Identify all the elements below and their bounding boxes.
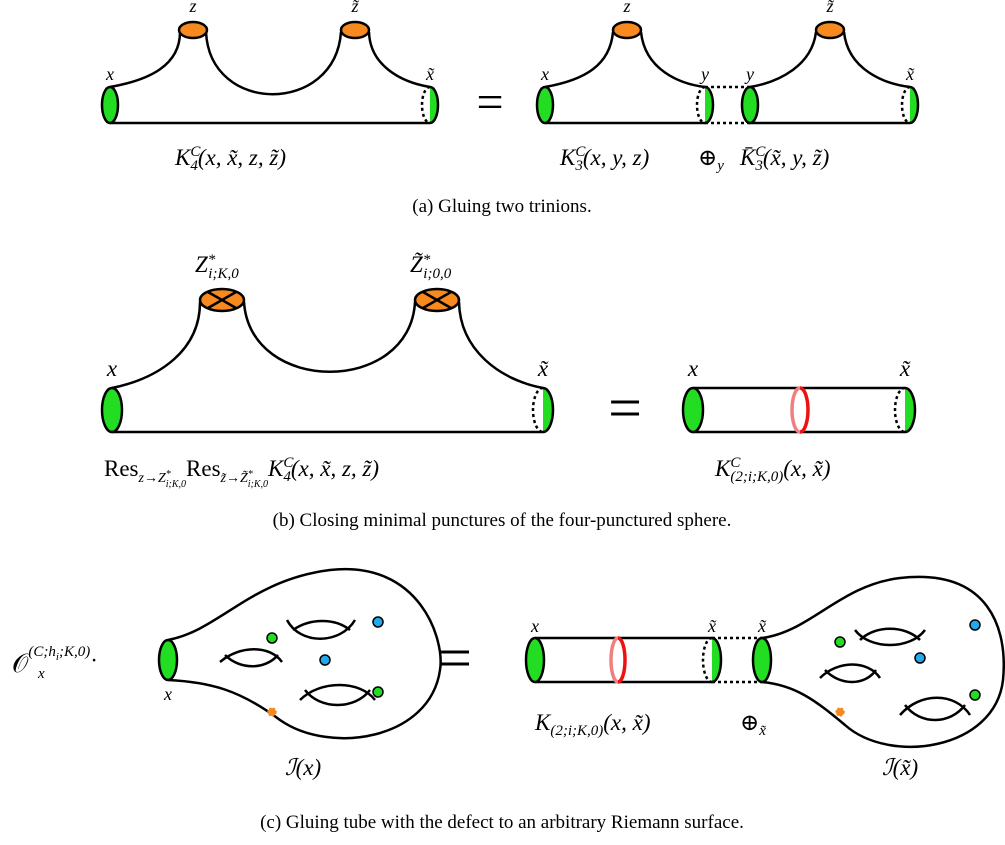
label: x: [687, 356, 699, 381]
sub: i;0,0: [423, 266, 451, 282]
sup: (C;h: [28, 644, 56, 660]
sub: 4: [283, 469, 291, 485]
panel-c-labels: x x x̃ x̃: [163, 616, 767, 704]
formula: KC (2;i;K,0)(x, x̃): [714, 455, 831, 485]
sub: 3: [574, 158, 583, 174]
label: z̃: [825, 0, 835, 16]
res: Res: [104, 456, 139, 481]
sup: C: [730, 455, 741, 471]
sub: z→Z: [138, 471, 166, 486]
formula: KC 4(x, x̃, z, z̃): [174, 144, 286, 174]
label: x: [530, 616, 539, 636]
args: (x, x̃, z, z̃): [291, 456, 379, 481]
base: K: [267, 456, 285, 481]
args: (x̃, y, z̃): [763, 145, 829, 170]
base: K̄: [739, 145, 757, 170]
sub: 4: [190, 158, 198, 174]
sub: z̃→Z̃: [220, 470, 249, 486]
sup: C: [283, 455, 294, 471]
panel-c-drawing: [157, 567, 1005, 749]
dot: ·: [90, 648, 98, 673]
equals: =: [438, 625, 472, 691]
label: Z* i;K,0: [195, 252, 239, 282]
args: (x, y, z): [583, 145, 649, 170]
res: Res: [186, 456, 221, 481]
base: K: [714, 456, 732, 481]
surface-label: ℐ(x̃): [882, 755, 918, 780]
formula: KC 3(x, y, z): [559, 144, 649, 174]
sup: C: [575, 144, 586, 160]
caption: (b) Closing minimal punctures of the fou…: [273, 510, 732, 531]
glue: ⊕y: [698, 145, 724, 174]
label: x̃: [905, 64, 915, 84]
label: x: [540, 64, 549, 84]
base: ⊕: [698, 145, 717, 170]
sub: y: [715, 158, 724, 174]
caption: (a) Gluing two trinions.: [412, 196, 591, 217]
sup: C: [755, 144, 766, 160]
equals: =: [608, 375, 642, 441]
panel-a-labels: z z̃ x x̃ z z̃ x y y x̃: [105, 0, 915, 84]
label: Z̃* i;0,0: [410, 251, 452, 282]
sub: (2;i;K,0): [730, 469, 783, 485]
label: y: [699, 64, 709, 84]
panel-b-drawing: [100, 287, 917, 434]
sub: x: [37, 666, 45, 682]
label: x̃: [425, 64, 435, 84]
base: Z̃: [410, 251, 424, 277]
sub: (2;i;K,0): [550, 723, 603, 739]
sup: *: [423, 252, 431, 268]
subsup: *: [166, 469, 171, 480]
panel-b-labels: x x̃ x x̃: [106, 356, 912, 381]
label: x̃: [757, 616, 767, 636]
args: (x, x̃): [603, 710, 650, 735]
sub: i;K,0: [208, 266, 239, 282]
sup: *: [208, 252, 216, 268]
surface-label: ℐ(x): [285, 755, 321, 780]
sup-sub: i: [56, 651, 59, 663]
label: y: [744, 64, 754, 84]
subsup: *: [248, 469, 253, 480]
base: Z: [195, 252, 208, 277]
formula: K̄C 3(x̃, y, z̃): [739, 144, 829, 174]
panel-a-drawing: [100, 20, 920, 125]
formula: Resz→Z* i;K,0Resz̃→Z̃* i;K,0KC 4(x, x̃, z, …: [104, 455, 379, 490]
subsub: i;K,0: [248, 479, 268, 490]
equals: =: [476, 76, 503, 129]
args: (x, x̃, z, z̃): [198, 145, 286, 170]
label: x̃: [707, 616, 717, 636]
base: K: [174, 145, 192, 170]
label: x: [163, 684, 172, 704]
label: x: [105, 64, 114, 84]
label: z: [188, 0, 196, 16]
subsub: i;K,0: [166, 479, 186, 490]
base: ⊕: [740, 710, 759, 735]
args: (x, x̃): [783, 456, 830, 481]
sup: C: [190, 144, 201, 160]
label: x: [106, 356, 118, 381]
sub: 3: [754, 158, 763, 174]
label: z̃: [350, 0, 360, 16]
label: x̃: [899, 356, 912, 381]
sup-rest: ;K,0): [59, 644, 90, 660]
base: K: [534, 710, 552, 735]
base: 𝒪: [12, 649, 30, 678]
label: z: [622, 0, 630, 16]
operator: 𝒪(C;hi;K,0)· x: [12, 644, 98, 682]
sub: x̃: [758, 723, 766, 739]
glue: ⊕x̃: [740, 710, 766, 739]
formula: K(2;i;K,0)(x, x̃): [534, 710, 651, 739]
caption: (c) Gluing tube with the defect to an ar…: [260, 812, 744, 833]
label: x̃: [537, 356, 550, 381]
base: K: [559, 145, 577, 170]
